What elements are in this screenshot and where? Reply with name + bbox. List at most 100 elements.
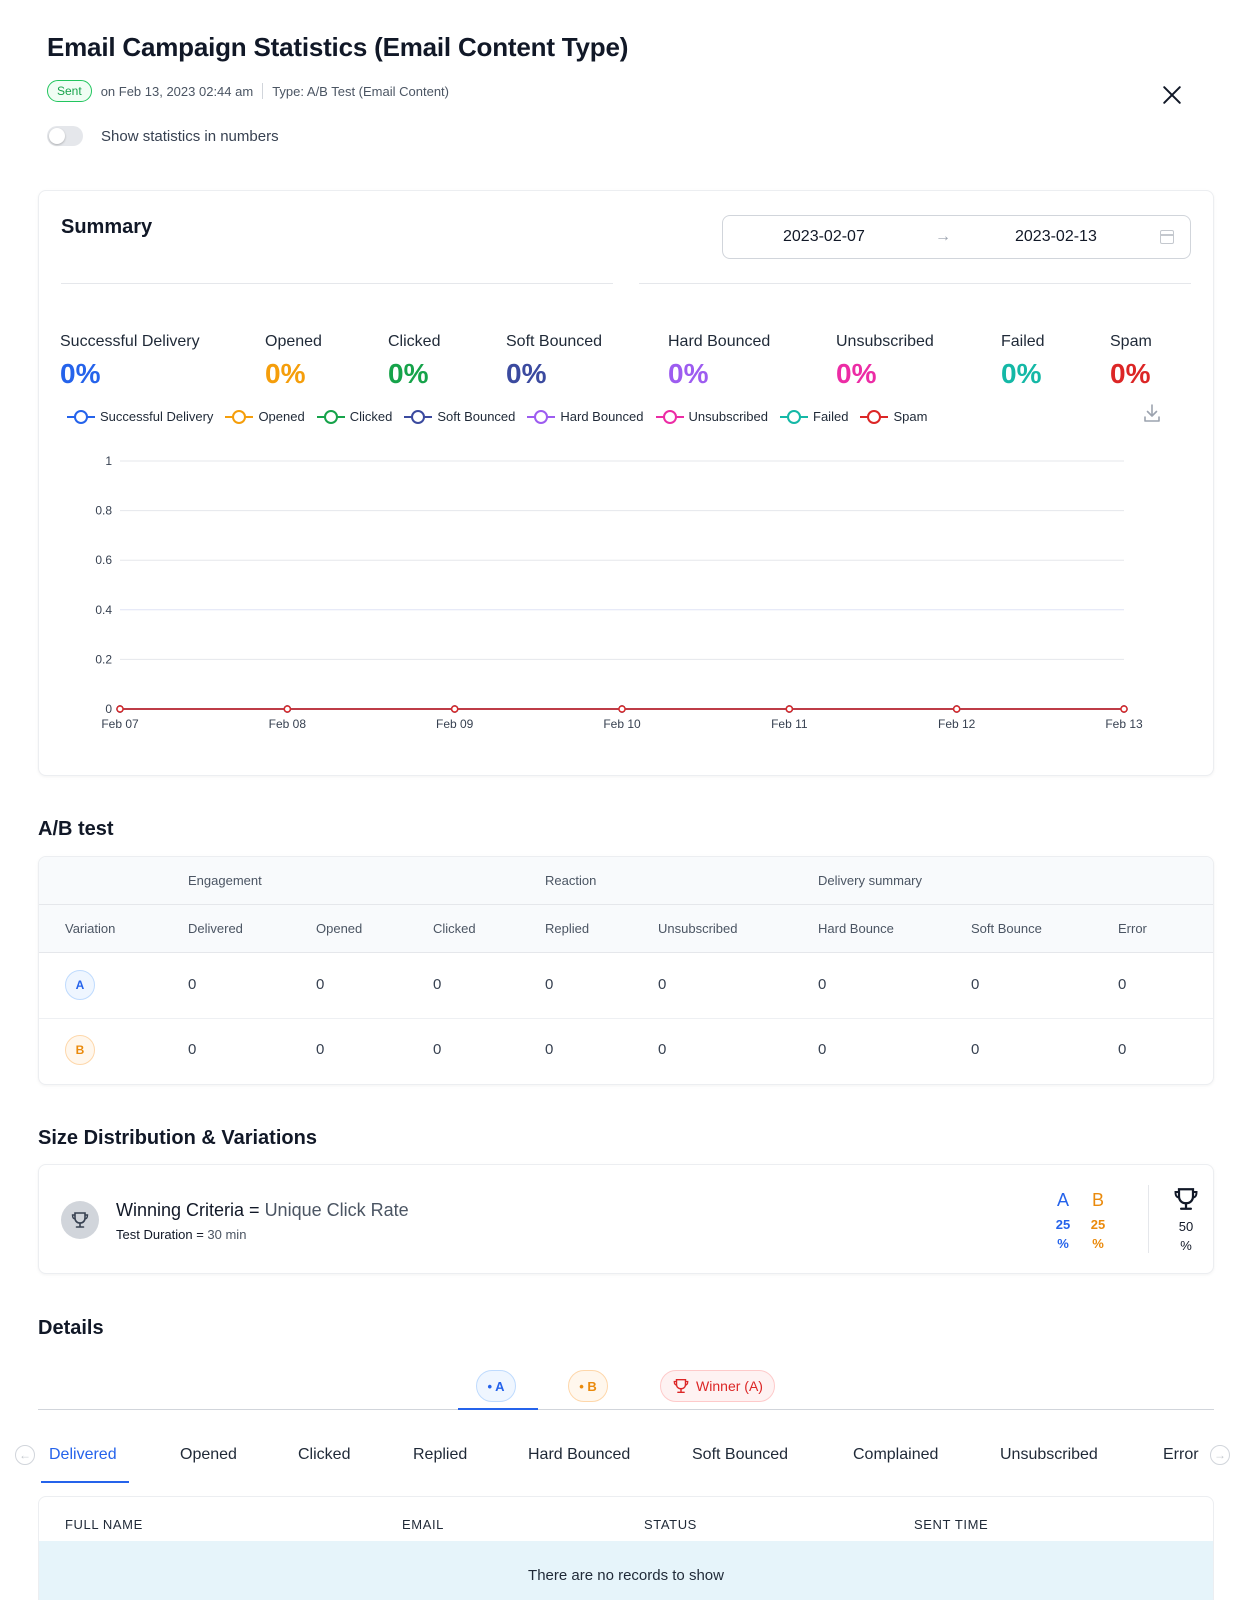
cell-unsubscribed: 0 [658,976,667,993]
cell-unsubscribed: 0 [658,1041,667,1058]
cell-delivered: 0 [188,976,197,993]
legend-item-failed[interactable]: Failed [780,409,848,424]
scroll-right-icon[interactable]: → [1210,1445,1230,1465]
stat-label: Soft Bounced [506,333,603,350]
legend-item-spam[interactable]: Spam [860,409,927,424]
group-engagement: Engagement [188,873,262,888]
legend-label: Soft Bounced [437,409,516,424]
data-point [952,705,961,713]
tab-error[interactable]: Error [1163,1446,1199,1463]
summary-title: Summary [61,216,153,238]
variant-tabs-divider [38,1409,1214,1410]
x-tick-label: Feb 08 [269,717,307,731]
download-icon[interactable] [1143,403,1161,423]
ab-header-divider [39,952,1213,953]
legend-label: Failed [813,409,849,424]
stat-label: Clicked [388,333,441,350]
split-variation-b: B 25 % [1083,1190,1113,1251]
empty-state-message: There are no records to show [528,1567,724,1584]
test-duration-value: 30 min [207,1227,247,1242]
legend-item-hard-bounced[interactable]: Hard Bounced [527,409,644,424]
tab-clicked[interactable]: Clicked [298,1446,351,1463]
col-replied: Replied [545,921,590,936]
data-point [1120,705,1128,713]
col-error: Error [1118,921,1147,936]
data-point [450,705,459,713]
summary-card: Summary 2023-02-07 → 2023-02-13 Successf… [38,190,1214,776]
date-start[interactable]: 2023-02-07 [783,228,865,245]
tab-winner-label: Winner (A) [696,1378,763,1394]
split-letter: A [1056,1190,1069,1210]
tab-variant-a[interactable]: • A [476,1370,516,1402]
trophy-icon [673,1378,689,1394]
tab-variant-b[interactable]: • B [568,1370,608,1402]
legend-item-unsubscribed[interactable]: Unsubscribed [655,409,768,424]
winning-criteria-value: Unique Click Rate [264,1200,409,1220]
toggle-label: Show statistics in numbers [101,127,279,145]
data-point [116,705,124,713]
col-email: EMAIL [402,1517,445,1532]
legend-mark [404,409,433,424]
legend-item-successful-delivery[interactable]: Successful Delivery [67,409,213,424]
winner-percent-sign: % [1180,1238,1192,1253]
split-winner: 50 % [1170,1185,1202,1253]
test-duration: Test Duration = 30 min [116,1227,246,1242]
stat-label: Failed [1001,333,1045,350]
sent-date: on Feb 13, 2023 02:44 am [100,83,254,99]
scroll-left-icon[interactable]: ← [15,1445,35,1465]
x-tick-label: Feb 09 [436,717,474,731]
split-divider [1148,1185,1149,1253]
tab-opened[interactable]: Opened [180,1446,237,1463]
legend-mark [67,409,95,424]
tab-replied[interactable]: Replied [413,1446,468,1463]
data-point [618,705,626,713]
legend-item-opened[interactable]: Opened [225,409,305,424]
winning-criteria-label: Winning Criteria = [116,1200,265,1220]
x-tick-label: Feb 10 [603,717,641,731]
x-tick-label: Feb 11 [771,717,808,731]
stat-label: Hard Bounced [668,333,771,350]
stat-value: 0% [1110,358,1151,389]
cell-opened: 0 [316,1041,325,1058]
tab-complained[interactable]: Complained [853,1446,939,1463]
numbers-toggle[interactable] [47,126,83,146]
date-range-picker[interactable]: 2023-02-07 → 2023-02-13 [722,215,1191,259]
stat-opened: Opened 0% [265,333,322,390]
stat-value: 0% [836,358,877,389]
stat-unsubscribed: Unsubscribed 0% [836,333,934,390]
cell-clicked: 0 [433,976,442,993]
legend-item-clicked[interactable]: Clicked [316,409,392,424]
split-percent: 25 [1090,1217,1106,1232]
ab-test-table: Engagement Reaction Delivery summary Var… [38,856,1214,1085]
tab-winner[interactable]: Winner (A) [660,1370,775,1402]
x-tick-label: Feb 13 [1105,717,1143,731]
stat-value: 0% [265,358,306,389]
numbers-toggle-row: Show statistics in numbers [47,126,279,146]
date-end[interactable]: 2023-02-13 [1015,228,1097,245]
cell-soft-bounce: 0 [971,976,980,993]
page-title: Email Campaign Statistics (Email Content… [47,32,629,62]
tab-delivered[interactable]: Delivered [49,1446,117,1463]
ab-row-divider [39,1018,1213,1019]
tab-soft-bounced[interactable]: Soft Bounced [692,1446,789,1463]
legend-item-soft-bounced[interactable]: Soft Bounced [404,409,515,424]
data-point [785,705,794,713]
col-sent-time: SENT TIME [914,1517,989,1532]
split-percent: 25 [1055,1217,1071,1232]
summary-divider-left [61,283,613,284]
variation-badge-b: B [65,1035,95,1065]
campaign-type: Type: A/B Test (Email Content) [272,83,449,99]
legend-mark [860,409,889,424]
calendar-icon[interactable] [1160,230,1174,244]
col-clicked: Clicked [433,921,476,936]
tab-hard-bounced[interactable]: Hard Bounced [528,1446,631,1463]
legend-label: Hard Bounced [560,409,644,424]
y-tick-label: 0 [105,702,112,716]
winner-percent: 50 [1178,1219,1194,1234]
status-tab-indicator [41,1481,129,1483]
close-button[interactable] [1159,82,1185,108]
col-hard-bounce: Hard Bounce [818,921,894,936]
y-tick-label: 0.2 [95,652,112,666]
tab-unsubscribed[interactable]: Unsubscribed [1000,1446,1098,1463]
test-duration-label: Test Duration = [116,1227,208,1242]
